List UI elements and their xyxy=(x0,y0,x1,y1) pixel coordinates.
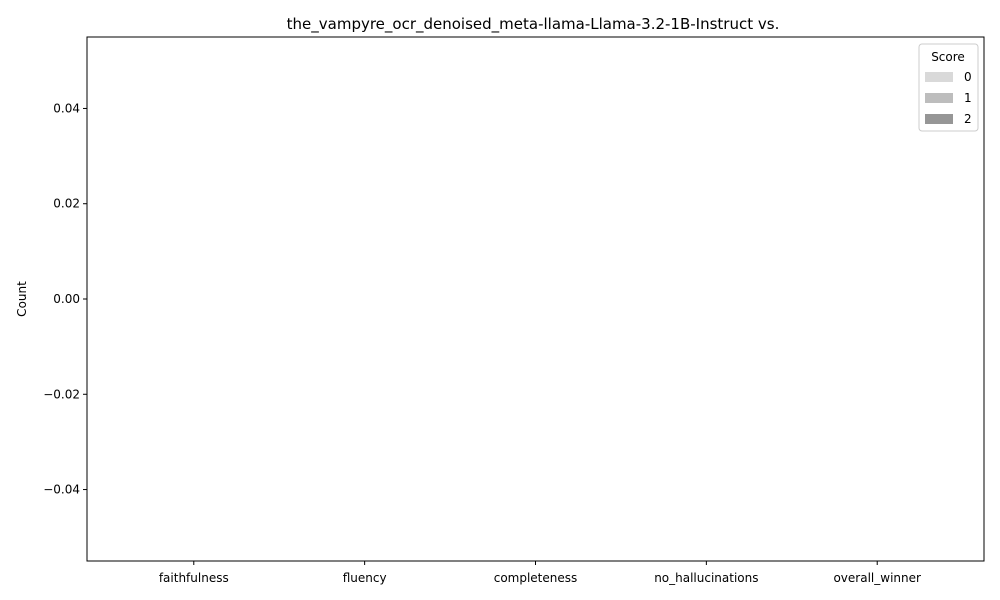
y-axis-label: Count xyxy=(15,281,29,317)
legend-label: 1 xyxy=(964,91,972,105)
legend-label: 2 xyxy=(964,112,972,126)
chart-title: the_vampyre_ocr_denoised_meta-llama-Llam… xyxy=(287,15,780,34)
legend: Score 0 1 2 xyxy=(918,43,979,132)
x-tick-label: no_hallucinations xyxy=(654,571,758,585)
legend-swatch xyxy=(925,93,953,103)
legend-swatch xyxy=(925,114,953,124)
y-tick-label: −0.04 xyxy=(43,483,80,497)
y-axis: −0.04 −0.02 0.00 0.02 0.04 xyxy=(43,101,87,497)
legend-items: 0 1 2 xyxy=(925,70,972,126)
x-tick-label: overall_winner xyxy=(833,571,921,585)
y-tick-label: 0.04 xyxy=(53,101,80,115)
legend-swatch xyxy=(925,72,953,82)
x-axis: faithfulness fluency completeness no_halluc… xyxy=(159,561,921,585)
y-tick-label: 0.00 xyxy=(53,292,80,306)
x-tick-label: fluency xyxy=(343,571,387,585)
legend-frame xyxy=(918,43,979,132)
y-tick-label: 0.02 xyxy=(53,197,80,211)
legend-title: Score xyxy=(931,50,965,64)
plot-area xyxy=(86,36,985,562)
x-tick-label: faithfulness xyxy=(159,571,229,585)
x-tick-label: completeness xyxy=(494,571,578,585)
legend-label: 0 xyxy=(964,70,972,84)
y-tick-label: −0.02 xyxy=(43,387,80,401)
plot-frame xyxy=(86,36,985,562)
